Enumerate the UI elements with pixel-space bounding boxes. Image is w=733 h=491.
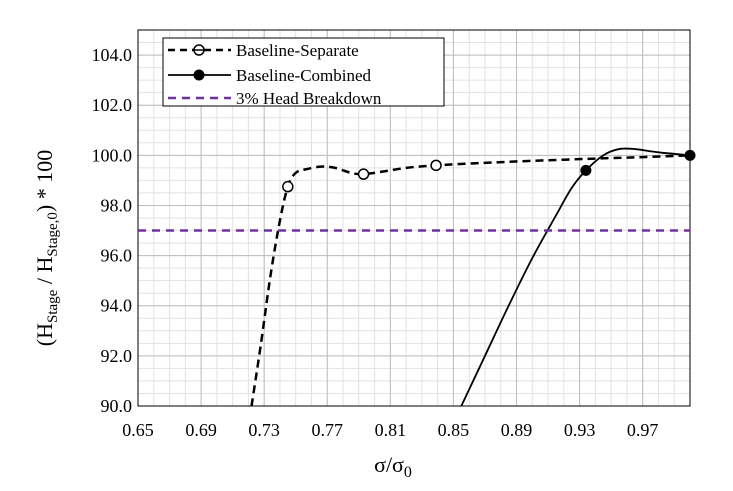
series-line-baseline-separate [250, 154, 691, 407]
legend-label-baseline-combined: Baseline-Combined [236, 66, 372, 85]
legend-label-baseline-separate: Baseline-Separate [236, 41, 359, 60]
series-layer [138, 147, 696, 407]
x-tick-label: 0.77 [312, 420, 344, 440]
legend-label-head-breakdown: 3% Head Breakdown [236, 89, 382, 108]
x-tick-label: 0.93 [564, 420, 596, 440]
data-point-baseline-separate [282, 180, 294, 193]
legend-item-baseline-separate: Baseline-Separate [168, 41, 359, 60]
legend-marker-baseline-combined [193, 69, 205, 81]
x-tick-label: 0.97 [627, 420, 659, 440]
data-point-baseline-separate [430, 159, 442, 172]
plot-frame [137, 29, 691, 407]
x-tick-label: 0.81 [375, 420, 407, 440]
x-tick-labels: 0.65 0.69 0.73 0.77 0.81 0.85 0.89 0.93 0.97 [122, 420, 658, 440]
x-tick-label: 0.73 [248, 420, 280, 440]
legend-item-baseline-combined: Baseline-Combined [168, 66, 372, 85]
y-tick-label: 92.0 [101, 346, 133, 366]
x-tick-label: 0.85 [438, 420, 470, 440]
y-tick-label: 94.0 [101, 296, 133, 316]
y-axis-title: (HStage / HStage,0) * 100 [32, 150, 61, 346]
x-tick-label: 0.89 [501, 420, 533, 440]
y-tick-labels: 90.0 92.0 94.0 96.0 98.0 100.0 102.0 104.0 [92, 45, 133, 416]
series-line-baseline-combined [460, 147, 691, 407]
legend-item-head-breakdown: 3% Head Breakdown [168, 89, 382, 108]
data-point-baseline-combined [684, 149, 696, 161]
y-tick-label: 100.0 [92, 145, 133, 165]
y-tick-label: 98.0 [101, 195, 133, 215]
y-tick-label: 96.0 [101, 246, 133, 266]
y-tick-label: 102.0 [92, 95, 133, 115]
x-axis-title: σ/σ0 [374, 452, 412, 481]
y-tick-label: 90.0 [101, 396, 133, 416]
legend: Baseline-Separate Baseline-Combined 3% H… [162, 37, 445, 108]
data-point-baseline-combined [580, 164, 592, 176]
data-point-baseline-separate [357, 168, 370, 180]
y-tick-label: 104.0 [92, 45, 133, 65]
x-tick-label: 0.65 [122, 420, 154, 440]
x-tick-label: 0.69 [185, 420, 217, 440]
